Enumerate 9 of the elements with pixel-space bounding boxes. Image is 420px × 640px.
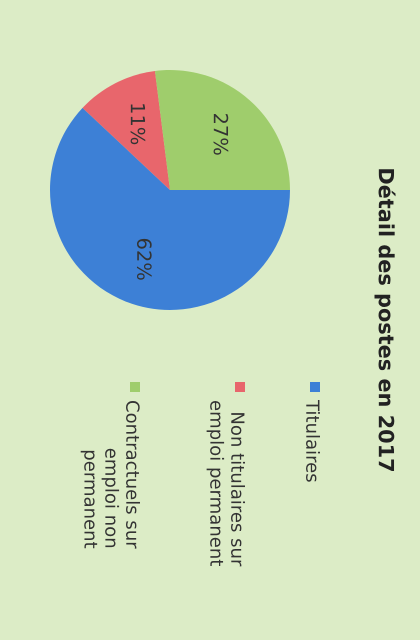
text: Détail des postes en 2017 (374, 169, 396, 471)
data-label: 62% (136, 238, 152, 280)
data-label: 27% (214, 114, 228, 155)
pie-slice (82, 70, 170, 190)
legend-label: Contractuels sur emploi non permanent (80, 401, 140, 549)
legend-label: Non titulaires sur emploi permanent (206, 400, 245, 566)
legend-label: Titulaires (306, 400, 320, 482)
data-label: 11% (130, 104, 146, 144)
pie-slice (154, 70, 290, 190)
